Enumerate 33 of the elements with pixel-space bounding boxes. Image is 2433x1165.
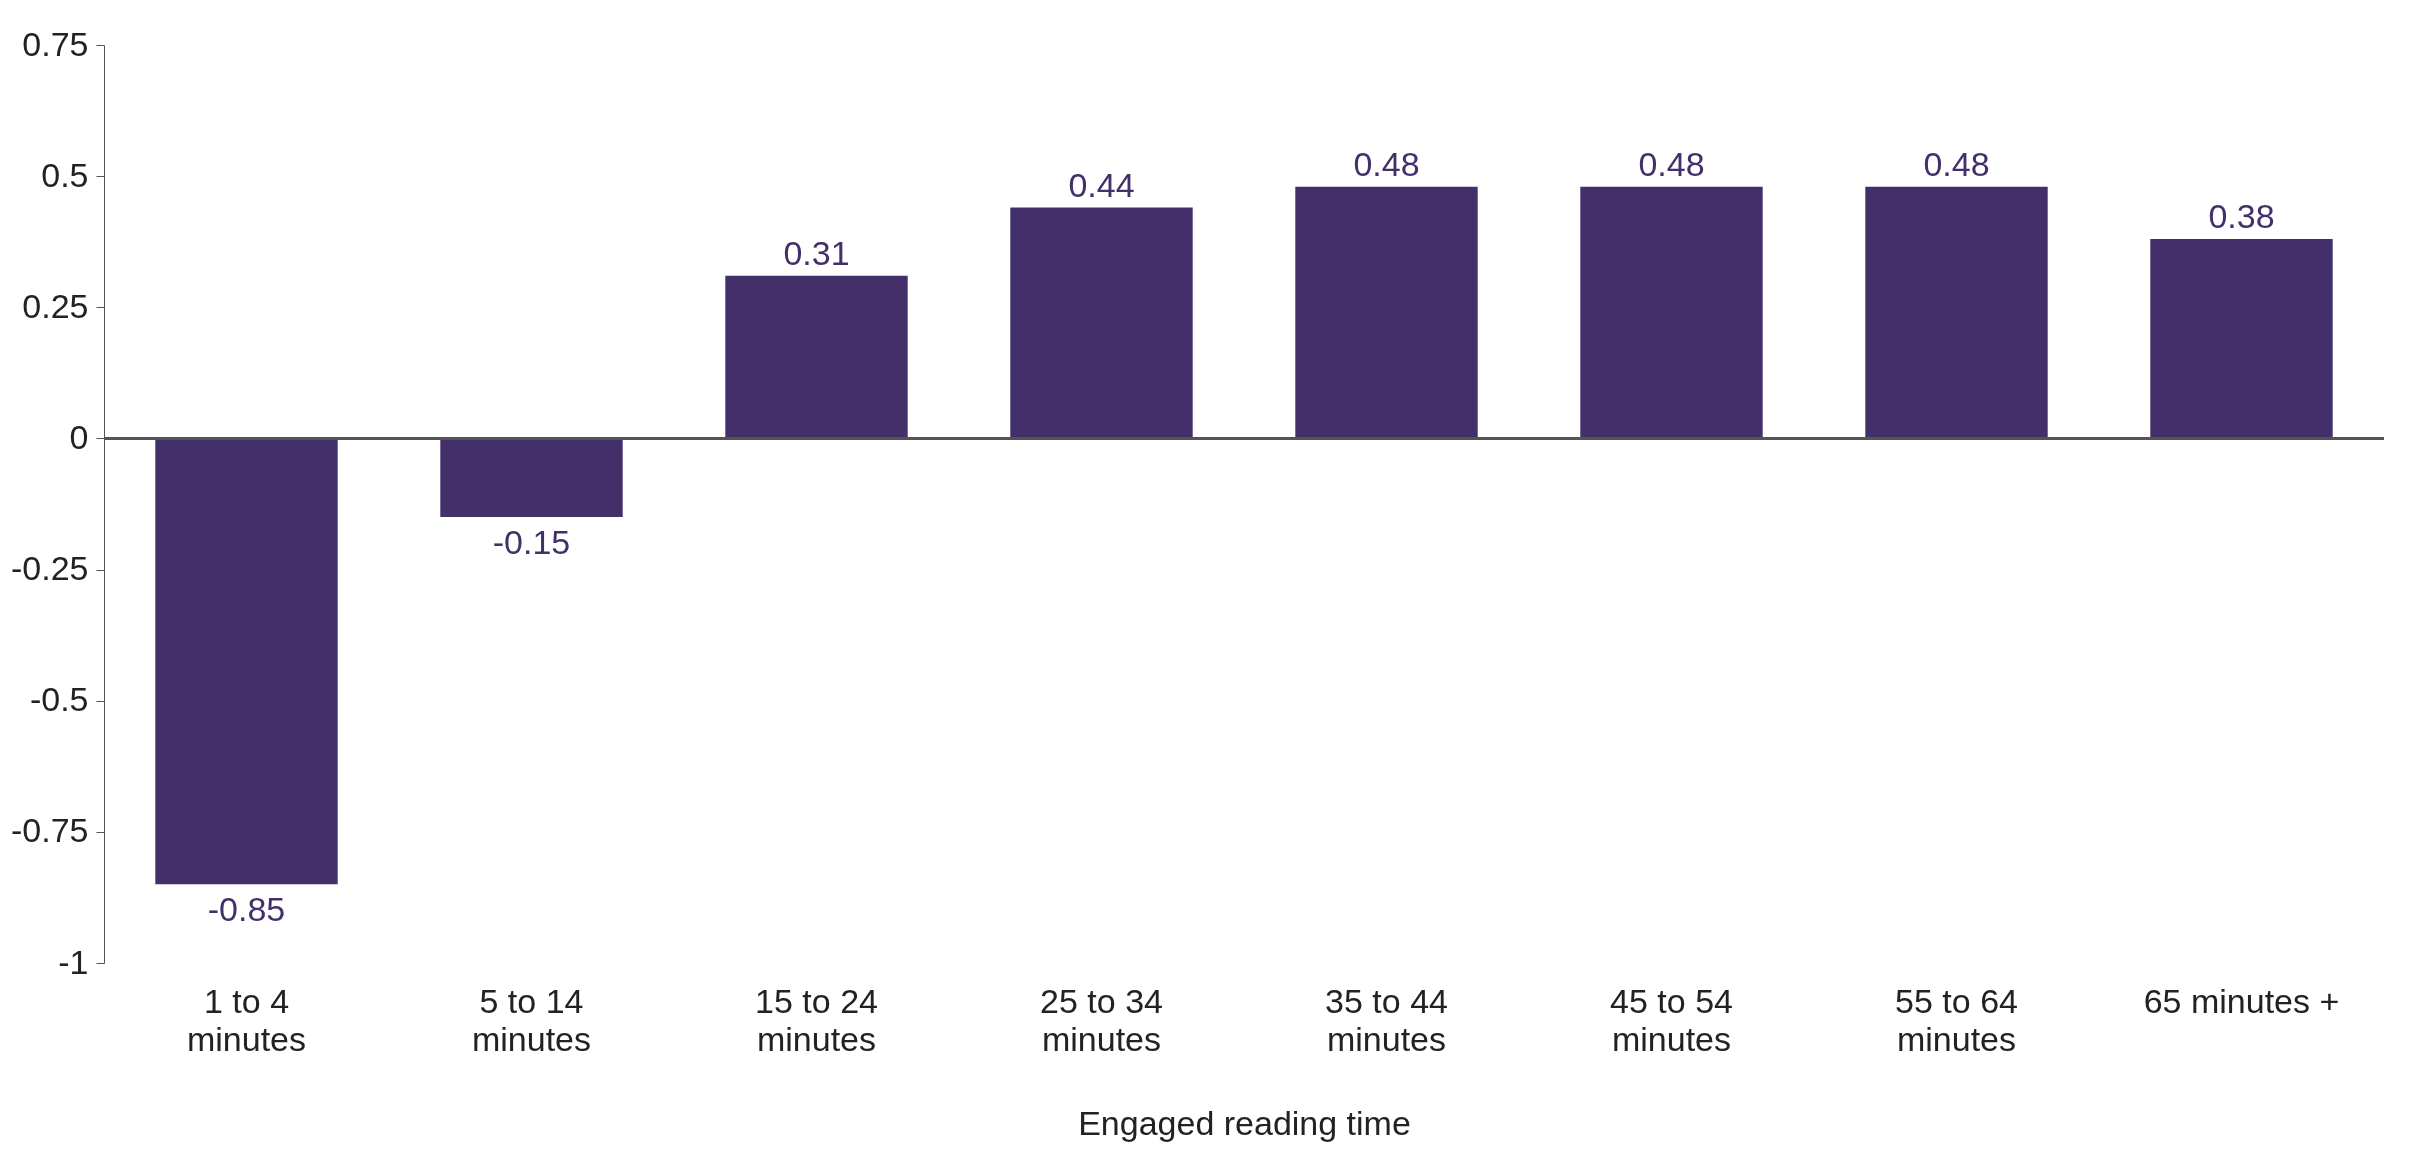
data-label: 0.38 [2208,197,2275,236]
y-tick-label: -1 [58,942,89,981]
data-label: -0.85 [207,890,286,929]
bar [2150,239,2333,439]
bar [1865,186,2048,439]
bar [725,275,908,439]
y-tick-label: 0 [69,417,89,456]
x-tick-label: 1 to 4 minutes [186,981,307,1058]
y-tick-label: -0.5 [29,680,89,719]
x-tick-label: 55 to 64 minutes [1895,981,2018,1058]
bar [440,438,623,518]
x-tick-label: 15 to 24 minutes [755,981,878,1058]
x-tick-label: 45 to 54 minutes [1610,981,1733,1058]
y-tick-label: 0.25 [22,286,89,325]
y-tick-label: -0.25 [11,549,89,588]
data-label: 0.48 [1638,144,1705,183]
x-tick-label: 65 minutes + [2143,981,2340,1020]
data-label: 0.48 [1923,144,1990,183]
bar [155,438,338,885]
x-tick-label: 25 to 34 minutes [1040,981,1163,1058]
y-tick-label: -0.75 [11,811,89,850]
x-tick-label: 35 to 44 minutes [1325,981,1448,1058]
y-tick-label: 0.75 [22,24,89,63]
data-label: 0.48 [1353,144,1420,183]
x-axis-title: Engaged reading time [1078,1103,1411,1142]
data-label: 0.31 [783,233,850,272]
bar [1295,186,1478,439]
data-label: 0.44 [1068,165,1135,204]
y-tick-label: 0.5 [41,155,89,194]
x-tick-label: 5 to 14 minutes [471,981,592,1058]
bar [1580,186,1763,439]
bar [1010,207,1193,439]
data-label: -0.15 [492,523,571,562]
